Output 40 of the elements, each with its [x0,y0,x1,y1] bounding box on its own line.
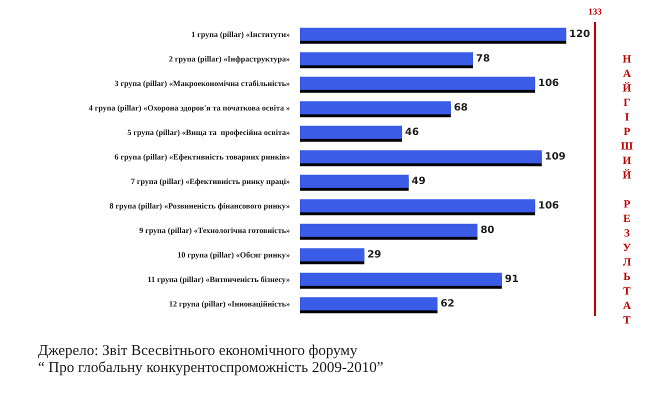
y-tick-label: 3 група (pillar) «Макроекономічна стабільність» [114,78,290,88]
bar [300,76,536,90]
data-label: 109 [544,151,566,162]
y-tick-label: 9 група (pillar) «Технологічна готовність» [139,226,290,235]
bar [300,150,542,164]
y-tick-label: 5 група (pillar) «Вища та професійна освіта» [127,128,290,137]
data-label: 106 [538,78,560,89]
y-tick-label: 2 група (pillar) «Інфраструктура» [168,54,290,64]
y-tick-label: 7 група (pillar) «Ефективність ринку праці» [130,176,290,186]
y-tick-label: 10 група (pillar) «Обсяг ринку» [177,250,290,260]
data-label: 91 [504,274,519,285]
bar [300,297,438,310]
data-label: 29 [367,249,382,260]
y-tick-label: 12 група (pillar) «Інноваційність» [168,299,290,308]
data-label: 49 [412,176,426,187]
text: НАЙГІРШИЙ РЕЗУЛЬТАТ [620,53,634,326]
bar [300,126,402,139]
data-label: 46 [405,126,419,138]
bar [300,174,409,188]
bar [300,199,536,212]
bar [300,224,478,237]
y-tick-label: 1 група (pillar) «Інститути» [191,30,290,39]
bar [300,52,474,66]
ref-line-label: 133 [588,6,602,16]
y-tick-label: 11 група (pillar) «Витонченість бізнесу» [148,274,290,284]
data-label: 62 [440,298,454,310]
data-label: 78 [476,53,490,64]
data-label: 120 [569,28,590,40]
bar [300,272,502,286]
data-label: 106 [538,200,560,212]
data-label: 80 [480,224,494,236]
text: “ Про глобальну конкурентоспроможність 2009-2010” [38,360,384,377]
bar [300,248,364,262]
bar [300,28,566,41]
y-tick-label: 4 група (pillar) «Охорона здоров'я та початкова освіта » [88,103,290,112]
y-tick-label: 8 група (pillar) «Розвиненість фінансового ринку» [109,201,290,210]
y-tick-label: 6 група (pillar) «Ефективність товарних ринків» [114,152,290,162]
bar [300,101,451,114]
text: Джерело: Звіт Всесвітнього економічного форуму [38,343,358,360]
data-label: 68 [454,102,468,114]
